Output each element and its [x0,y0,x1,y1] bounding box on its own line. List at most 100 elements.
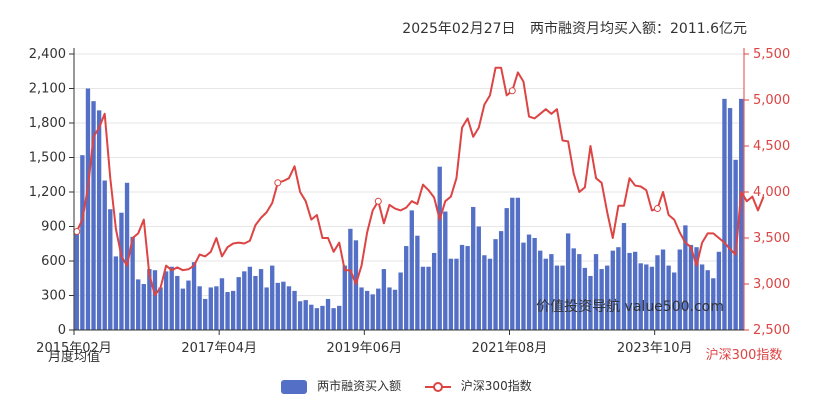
bar-mark [716,251,722,330]
legend-bar-label: 两市融资买入额 [317,379,402,393]
bar-mark [571,248,576,330]
bar-mark [465,246,470,330]
watermark: 价值投资导航 value500.com [536,299,724,315]
x-axis-tick-label: 2017年04月 [181,341,257,356]
bar-mark [660,249,666,330]
bar-mark [426,266,431,330]
bar-mark [632,251,638,330]
x-axis-tick-label: 2019年06月 [327,341,403,356]
bar-mark [264,287,269,330]
line-point [73,228,81,236]
bar-mark [727,108,733,330]
bar-mark [230,290,236,330]
line-point [508,87,516,95]
bar-mark [225,292,230,330]
legend-line-label: 沪深300指数 [460,379,532,393]
bar-mark [130,236,135,330]
bar-mark [108,209,113,330]
bar-mark [85,88,91,330]
bar-mark [141,284,146,330]
bar-mark [197,286,202,330]
bar-mark [258,269,264,330]
bar-mark [292,290,297,330]
bar-mark [247,266,253,330]
bar-mark [638,263,643,330]
bar-mark [320,305,325,330]
legend-item-bar[interactable]: 两市融资买入额 [281,377,401,394]
left-axis-tick-label: 900 [41,220,66,235]
right-axis-tick-label: 3,000 [753,277,790,292]
bar-mark [325,298,331,330]
right-axis-tick-label: 5,500 [753,47,790,62]
bar-mark [437,166,442,330]
bar-mark [711,278,716,330]
bar-mark [699,264,705,330]
header-metric: 两市融资月均买入额：2011.6亿元 [530,21,747,37]
bar-mark [504,208,509,330]
axes: 0 300 600 900 1,200 1,500 1,800 2,100 2,400 2,500… [29,47,790,356]
bar-mark [565,233,571,330]
right-axis-tick-label: 2,500 [753,323,790,338]
bar-mark [471,206,476,330]
bar-mark [515,197,521,330]
line-series [73,66,765,297]
bar-mark [538,250,543,330]
bar-mark [303,300,308,330]
bar-mark [359,287,364,330]
x-axis-tick-label: 2015年02月 [36,341,112,356]
bar-mark [152,270,158,330]
bar-mark [392,289,398,330]
bar-mark [599,269,604,330]
left-axis-tick-label: 1,200 [29,185,66,200]
line-point [374,197,382,205]
bar-mark [683,225,688,330]
bar-mark [448,258,454,330]
bar-mark [208,287,213,330]
bar-mark [281,281,286,330]
x-axis-tick-label: 2021年08月 [472,341,548,356]
header-date: 2025年02月27日 [402,21,516,37]
bar-mark [722,98,727,330]
bar-mark [649,266,655,330]
bar-mark [119,212,124,330]
bar-mark [616,247,621,330]
bar-mark [270,265,275,330]
bar-mark [588,275,593,330]
bar-mark [694,247,699,330]
legend-line-swatch [424,380,451,394]
bar-mark [415,235,420,330]
bar-mark [376,288,381,330]
bar-mark [644,264,649,330]
left-axis-tick-label: 1,800 [29,116,66,131]
bar-mark [621,223,627,330]
bar-mark [381,269,387,330]
line-point [653,205,661,213]
bar-mark [387,287,392,330]
chart-legend: 两市融资买入额 沪深300指数 [0,377,813,394]
bar-mark [666,265,671,330]
right-axis-tick-label: 4,500 [753,139,790,154]
bar-mark [543,258,548,330]
bar-mark [175,275,180,330]
legend-item-line[interactable]: 沪深300指数 [424,377,532,394]
bar-mark [331,308,336,330]
bar-mark [582,267,588,330]
left-axis-tick-label: 300 [41,289,66,304]
bar-mark [124,182,130,330]
left-axis-tick-label: 2,400 [29,47,66,62]
bar-mark [655,255,660,330]
legend-bar-swatch [281,379,308,394]
bar-mark [314,308,320,330]
bar-mark [526,234,532,330]
index-line [75,66,765,297]
bar-mark [203,298,208,330]
bar-mark [459,244,465,330]
bar-mark [593,254,599,330]
bar-mark [443,211,448,330]
bar-mark [487,258,493,330]
bar-mark [605,265,610,330]
chart-canvas: 0 300 600 900 1,200 1,500 1,800 2,100 2,400 2,500… [29,47,790,365]
bar-mark [560,265,565,330]
bar-mark [147,269,152,330]
bar-mark [688,244,694,330]
